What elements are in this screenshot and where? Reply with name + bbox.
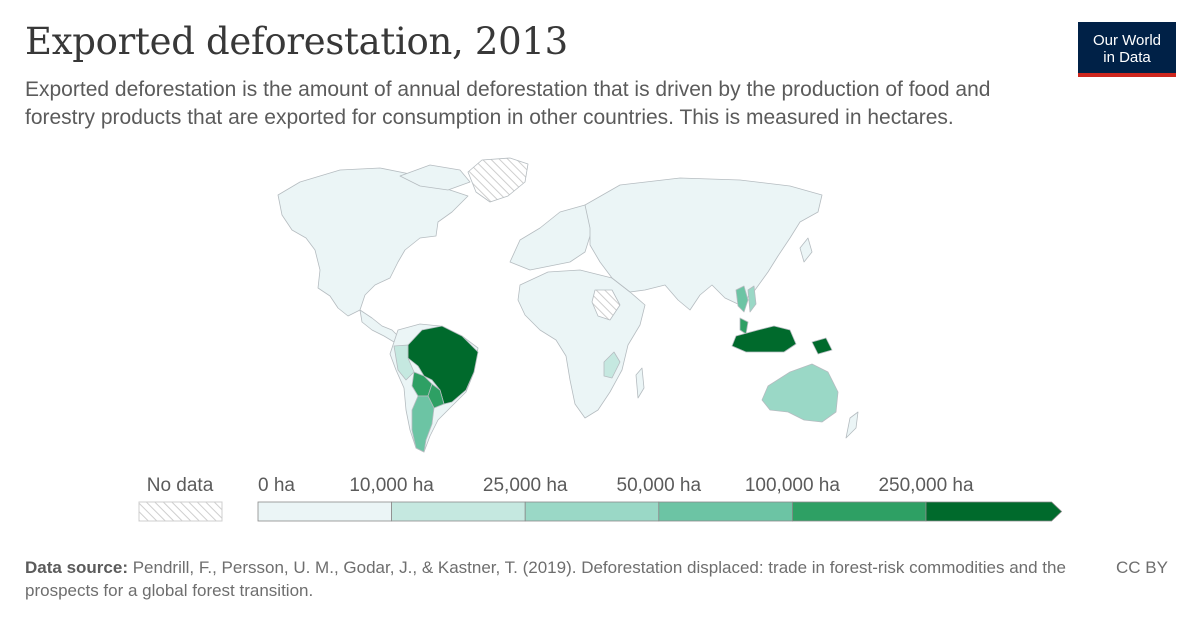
region-thailand[interactable] <box>735 285 749 313</box>
legend-swatch-3 <box>658 501 793 522</box>
source-text: Pendrill, F., Persson, U. M., Godar, J.,… <box>25 558 1066 600</box>
legend-tick-label-4: 100,000 ha <box>745 475 841 496</box>
data-source: Data source: Pendrill, F., Persson, U. M… <box>25 556 1095 602</box>
region-greenland[interactable] <box>467 157 529 203</box>
legend-tick-label-0: 0 ha <box>258 475 295 496</box>
world-map <box>277 157 859 453</box>
legend-no-data-swatch <box>138 501 223 522</box>
region-vietnam[interactable] <box>747 285 757 313</box>
region-paraguay[interactable] <box>427 383 445 409</box>
region-asia[interactable] <box>584 177 823 311</box>
legend-swatch-4 <box>792 501 927 522</box>
legend-swatch-1 <box>391 501 526 522</box>
region-new-zealand[interactable] <box>845 411 859 439</box>
region-madagascar[interactable] <box>635 367 645 399</box>
legend-tick-label-5: 250,000 ha <box>878 475 974 496</box>
region-australia[interactable] <box>761 363 839 423</box>
source-label: Data source: <box>25 558 128 577</box>
page-title: Exported deforestation, 2013 <box>25 20 568 63</box>
legend-tick-label-1: 10,000 ha <box>349 475 434 496</box>
license-label[interactable]: CC BY <box>1116 558 1168 577</box>
legend-swatch-0 <box>257 501 393 522</box>
legend-swatch-5 <box>925 501 1063 522</box>
region-south-sudan[interactable] <box>591 289 621 321</box>
legend-no-data-label: No data <box>147 475 214 496</box>
page-subtitle: Exported deforestation is the amount of … <box>25 78 991 129</box>
region-japan[interactable] <box>799 237 813 263</box>
logo-line-2: in Data <box>1103 49 1151 66</box>
region-indonesia[interactable] <box>731 325 797 353</box>
region-canada-islands[interactable] <box>399 164 471 191</box>
legend-tick-label-3: 50,000 ha <box>617 475 702 496</box>
region-argentina[interactable] <box>411 395 435 453</box>
legend-tick-label-2: 25,000 ha <box>483 475 568 496</box>
logo-line-1: Our World <box>1092 32 1162 49</box>
region-brazil[interactable] <box>407 325 479 405</box>
region-papua-new-guinea[interactable] <box>811 337 833 355</box>
owid-logo[interactable]: Our World in Data <box>1078 22 1176 77</box>
legend-swatch-2 <box>524 501 660 522</box>
region-mozambique[interactable] <box>603 351 621 379</box>
